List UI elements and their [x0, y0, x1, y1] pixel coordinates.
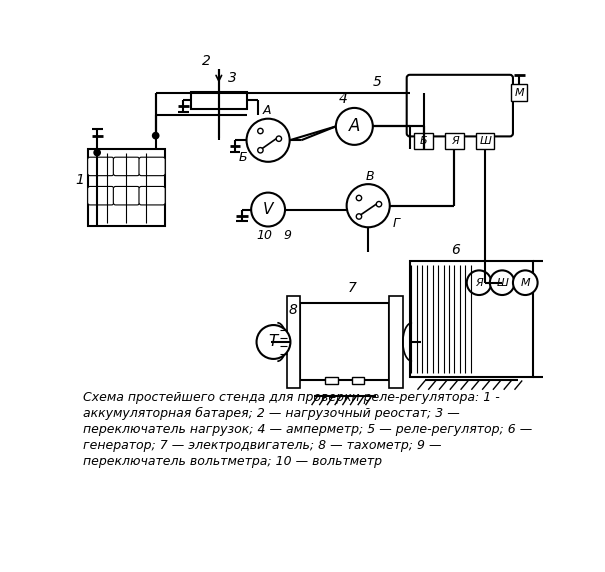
Circle shape: [246, 119, 290, 162]
Circle shape: [258, 128, 263, 134]
Bar: [414, 133, 433, 149]
Text: 3: 3: [228, 71, 237, 85]
Circle shape: [376, 201, 382, 207]
Text: 4: 4: [338, 92, 347, 106]
FancyBboxPatch shape: [407, 75, 513, 136]
Circle shape: [258, 148, 263, 153]
Text: В: В: [365, 170, 374, 183]
Text: 1: 1: [76, 173, 85, 187]
Text: генератор; 7 — электродвигатель; 8 — тахометр; 9 —: генератор; 7 — электродвигатель; 8 — тах…: [83, 439, 442, 452]
Text: переключатель вольтметра; 10 — вольтметр: переключатель вольтметра; 10 — вольтметр: [83, 455, 382, 468]
Circle shape: [466, 271, 491, 295]
Bar: [410, 261, 533, 376]
Text: переключатель нагрузок; 4 — амперметр; 5 — реле-регулятор; 6 —: переключатель нагрузок; 4 — амперметр; 5…: [83, 423, 532, 436]
FancyBboxPatch shape: [88, 186, 114, 205]
Circle shape: [356, 214, 362, 219]
Bar: [511, 84, 527, 101]
Circle shape: [513, 271, 538, 295]
Text: 10: 10: [257, 229, 272, 242]
Circle shape: [257, 325, 290, 359]
Text: 2: 2: [202, 54, 211, 68]
Text: М: М: [520, 277, 530, 288]
Text: 7: 7: [348, 281, 357, 295]
Circle shape: [152, 132, 160, 140]
Text: Схема простейшего стенда для проверки реле-регулятора: 1 -: Схема простейшего стенда для проверки ре…: [83, 391, 500, 403]
Text: Т: Т: [269, 335, 278, 349]
Text: А: А: [348, 117, 360, 136]
Text: Б: Б: [420, 136, 428, 146]
FancyBboxPatch shape: [139, 186, 165, 205]
Circle shape: [356, 195, 362, 201]
FancyBboxPatch shape: [113, 157, 140, 176]
Text: Я: Я: [451, 136, 459, 146]
FancyBboxPatch shape: [139, 157, 165, 176]
Bar: [325, 376, 338, 384]
Text: V: V: [263, 202, 273, 217]
Circle shape: [490, 271, 514, 295]
Bar: [445, 133, 463, 149]
Text: Г: Г: [393, 217, 399, 230]
Bar: [389, 296, 403, 388]
Text: аккумуляторная батарея; 2 — нагрузочный реостат; 3 —: аккумуляторная батарея; 2 — нагрузочный …: [83, 407, 460, 420]
Bar: [476, 133, 494, 149]
Circle shape: [336, 108, 373, 145]
Bar: [301, 304, 389, 380]
Text: 6: 6: [451, 243, 460, 257]
Bar: [352, 376, 364, 384]
Circle shape: [251, 193, 285, 227]
Text: 8: 8: [289, 303, 297, 317]
Circle shape: [347, 184, 390, 227]
Text: А: А: [263, 105, 271, 117]
Bar: [287, 296, 301, 388]
Text: Я: Я: [475, 277, 483, 288]
Bar: [88, 149, 165, 227]
Bar: [191, 92, 246, 109]
Text: Ш: Ш: [496, 277, 508, 288]
Circle shape: [93, 149, 101, 156]
FancyBboxPatch shape: [113, 186, 140, 205]
Text: Ш: Ш: [479, 136, 491, 146]
Text: 5: 5: [373, 76, 382, 89]
FancyBboxPatch shape: [88, 157, 114, 176]
Text: М: М: [514, 88, 524, 97]
Text: Б: Б: [238, 152, 247, 165]
Text: 9: 9: [283, 229, 292, 242]
Circle shape: [276, 136, 281, 141]
